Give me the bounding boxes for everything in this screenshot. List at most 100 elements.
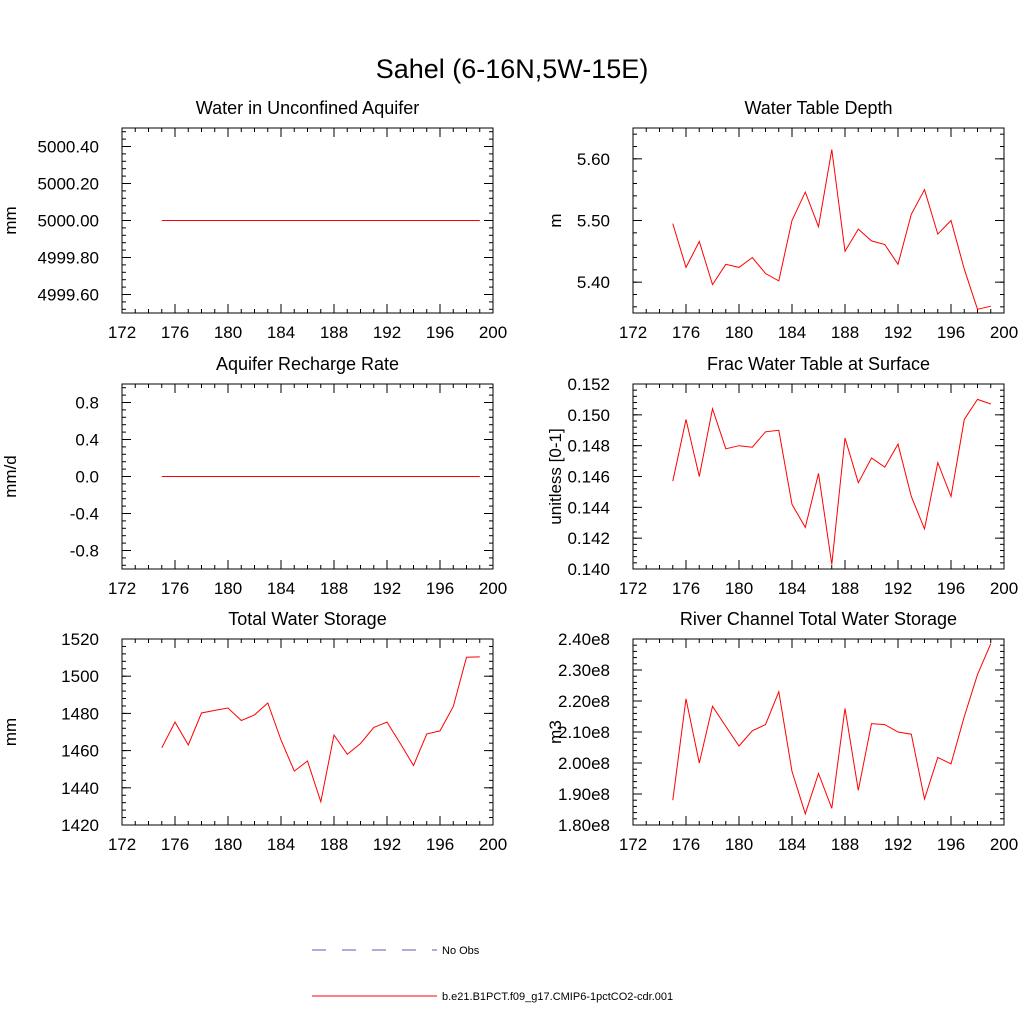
x-tick-label: 176: [161, 323, 189, 342]
x-tick-label: 192: [373, 579, 401, 598]
series-line: [672, 149, 991, 310]
chart-panel: 172 176 180 184 188 192 196 200 1420 1440 1460 1480…: [1, 609, 507, 854]
y-tick-label: -0.4: [70, 505, 99, 524]
y-tick-label: 5.40: [577, 273, 610, 292]
x-tick-label: 172: [619, 323, 647, 342]
figure-title: Sahel (6-16N,5W-15E): [376, 54, 649, 84]
y-tick-label: 2.00e8: [558, 754, 610, 773]
y-tick-label: 2.30e8: [558, 661, 610, 680]
y-tick-label: 5000.20: [38, 175, 99, 194]
x-tick-label: 172: [619, 835, 647, 854]
y-tick-label: 0.140: [567, 560, 610, 579]
x-tick-label: 188: [320, 579, 348, 598]
y-tick-label: 1520: [61, 630, 99, 649]
y-tick-label: 2.40e8: [558, 630, 610, 649]
x-tick-label: 180: [725, 323, 753, 342]
x-tick-label: 184: [267, 323, 295, 342]
x-tick-label: 180: [214, 835, 242, 854]
y-axis-label: unitless [0-1]: [546, 428, 565, 524]
x-tick-label: 172: [108, 579, 136, 598]
y-tick-label: 5000.00: [38, 212, 99, 231]
y-axis-label: m: [546, 213, 565, 227]
x-tick-label: 172: [108, 835, 136, 854]
legend-label: b.e21.B1PCT.f09_g17.CMIP6-1pctCO2-cdr.00…: [442, 991, 673, 1003]
y-axis-label: m3: [546, 720, 565, 744]
x-tick-label: 180: [725, 835, 753, 854]
y-tick-label: 0.142: [567, 529, 610, 548]
y-tick-label: 2.10e8: [558, 723, 610, 742]
y-tick-label: 1420: [61, 816, 99, 835]
plot-frame: [632, 638, 1005, 826]
x-tick-label: 196: [426, 579, 454, 598]
x-tick-label: 196: [426, 835, 454, 854]
x-tick-label: 192: [373, 323, 401, 342]
x-tick-label: 200: [990, 579, 1018, 598]
x-tick-label: 188: [320, 835, 348, 854]
y-axis-label: mm: [1, 206, 20, 234]
y-tick-label: 0.146: [567, 468, 610, 487]
y-tick-label: 1.90e8: [558, 785, 610, 804]
y-tick-label: 0.4: [75, 431, 99, 450]
y-tick-label: -0.8: [70, 542, 99, 561]
chart-panel: 172 176 180 184 188 192 196 200 -0.8 -0.4 0.0 0.4 0.…: [1, 354, 507, 598]
x-tick-label: 196: [937, 323, 965, 342]
chart-panel: 172 176 180 184 188 192 196 200 1.80e8 1.90e8 2.00…: [546, 609, 1018, 854]
series-line: [672, 643, 992, 816]
panels: 172 176 180 184 188 192 196 200 4999.60 4999.80 50…: [1, 98, 1018, 854]
plot-frame: [632, 127, 1005, 314]
y-tick-label: 1500: [61, 667, 99, 686]
x-tick-label: 184: [778, 323, 806, 342]
x-tick-label: 184: [778, 579, 806, 598]
legend-label: No Obs: [442, 945, 480, 957]
x-tick-label: 176: [161, 579, 189, 598]
x-tick-label: 196: [937, 579, 965, 598]
x-tick-label: 200: [479, 835, 507, 854]
x-tick-label: 200: [990, 835, 1018, 854]
x-tick-label: 192: [373, 835, 401, 854]
y-axis-label: mm: [1, 718, 20, 746]
x-tick-label: 172: [108, 323, 136, 342]
panel-title: Frac Water Table at Surface: [707, 354, 930, 374]
chart-panel: 172 176 180 184 188 192 196 200 4999.60 4999.80 50…: [1, 98, 507, 342]
y-tick-label: 1480: [61, 704, 99, 723]
y-tick-label: 0.8: [75, 394, 99, 413]
y-tick-label: 0.152: [567, 375, 610, 394]
x-tick-label: 176: [672, 835, 700, 854]
chart-panel: 172 176 180 184 188 192 196 200 0.140 0.142 0.144 0…: [546, 354, 1018, 598]
x-tick-label: 192: [884, 579, 912, 598]
y-tick-label: 1.80e8: [558, 816, 610, 835]
x-tick-label: 196: [426, 323, 454, 342]
x-tick-label: 184: [267, 579, 295, 598]
x-tick-label: 200: [479, 323, 507, 342]
x-tick-label: 184: [267, 835, 295, 854]
x-tick-label: 188: [831, 579, 859, 598]
legend: No Obs b.e21.B1PCT.f09_g17.CMIP6-1pctCO2-…: [312, 945, 673, 1003]
x-tick-label: 200: [990, 323, 1018, 342]
panel-title: Total Water Storage: [228, 609, 386, 629]
y-tick-label: 5.50: [577, 212, 610, 231]
y-tick-label: 0.150: [567, 406, 610, 425]
panel-title: Aquifer Recharge Rate: [216, 354, 399, 374]
x-tick-label: 188: [831, 323, 859, 342]
y-tick-label: 5.60: [577, 150, 610, 169]
y-tick-label: 0.148: [567, 437, 610, 456]
x-tick-label: 188: [831, 835, 859, 854]
x-tick-label: 196: [937, 835, 965, 854]
panel-title: River Channel Total Water Storage: [680, 609, 957, 629]
x-tick-label: 172: [619, 579, 647, 598]
panel-title: Water in Unconfined Aquifer: [196, 98, 419, 118]
x-tick-label: 180: [725, 579, 753, 598]
y-tick-label: 5000.40: [38, 138, 99, 157]
y-tick-label: 4999.60: [38, 286, 99, 305]
y-tick-label: 0.144: [567, 498, 610, 517]
x-tick-label: 176: [161, 835, 189, 854]
x-tick-label: 200: [479, 579, 507, 598]
y-tick-label: 1460: [61, 742, 99, 761]
x-tick-label: 176: [672, 323, 700, 342]
y-tick-label: 2.20e8: [558, 692, 610, 711]
series-line: [672, 398, 991, 565]
x-tick-label: 180: [214, 579, 242, 598]
series-line: [161, 656, 480, 804]
y-tick-label: 1440: [61, 779, 99, 798]
